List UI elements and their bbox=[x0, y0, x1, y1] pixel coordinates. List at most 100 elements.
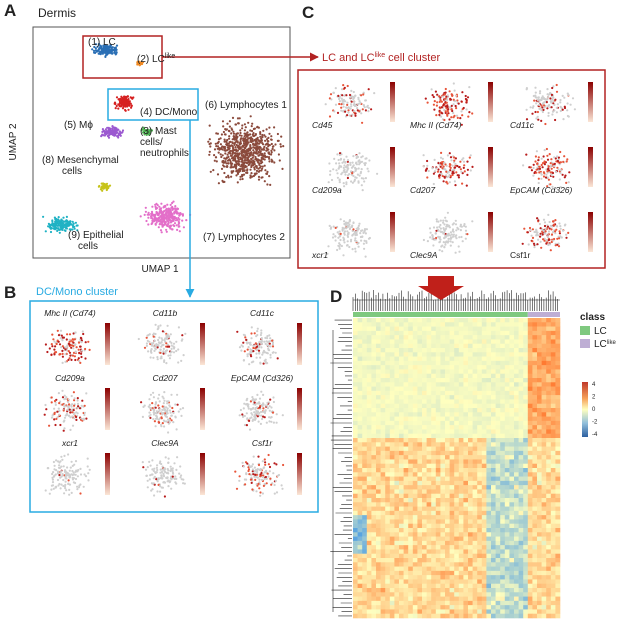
cell-dot bbox=[171, 467, 174, 470]
heatmap-cell bbox=[491, 330, 496, 336]
cell-dot bbox=[373, 92, 376, 95]
heatmap-cell bbox=[555, 378, 561, 383]
cell-dot bbox=[455, 107, 458, 110]
heatmap-cell bbox=[458, 352, 464, 357]
cell-dot bbox=[346, 240, 349, 243]
heatmap-cell bbox=[426, 348, 432, 353]
cell-dot bbox=[70, 460, 73, 463]
cell-dot bbox=[140, 401, 143, 404]
cell-dot bbox=[437, 220, 440, 223]
heatmap-cell bbox=[412, 348, 418, 353]
heatmap-cell bbox=[435, 373, 441, 379]
heatmap-cell bbox=[385, 399, 391, 405]
heatmap-cell bbox=[380, 343, 386, 349]
cell-dot bbox=[256, 141, 259, 144]
heatmap-cell bbox=[491, 352, 496, 357]
cell-dot bbox=[253, 161, 256, 164]
cell-dot bbox=[223, 138, 226, 141]
cell-dot bbox=[217, 138, 221, 141]
heatmap-cell bbox=[380, 369, 386, 375]
cell-dot bbox=[228, 141, 231, 144]
heatmap-cell bbox=[514, 343, 519, 349]
cell-dot bbox=[346, 114, 349, 117]
cell-dot bbox=[555, 83, 558, 87]
cell-dot bbox=[100, 182, 103, 185]
heatmap-cell bbox=[463, 339, 469, 345]
cell-dot bbox=[159, 348, 162, 351]
cell-dot bbox=[266, 344, 269, 347]
heatmap-cell bbox=[555, 356, 561, 362]
cell-dot bbox=[460, 110, 463, 113]
cell-dot bbox=[51, 219, 54, 222]
cell-dot bbox=[539, 227, 542, 230]
heatmap-cell bbox=[435, 339, 441, 345]
heatmap-cell bbox=[463, 356, 469, 362]
heatmap-cell bbox=[362, 382, 368, 387]
heatmap-cell bbox=[454, 356, 460, 362]
cell-dot bbox=[439, 156, 443, 159]
heatmap-cell bbox=[500, 369, 506, 375]
heatmap-cell bbox=[486, 326, 492, 332]
heatmap-cell bbox=[486, 322, 492, 327]
cell-dot bbox=[522, 164, 525, 167]
heatmap-cell bbox=[550, 360, 556, 366]
cell-dot bbox=[173, 212, 176, 215]
cell-dot bbox=[54, 220, 57, 223]
cell-dot bbox=[48, 347, 51, 350]
cell-dot bbox=[165, 208, 168, 211]
cell-dot bbox=[239, 178, 242, 181]
heatmap-cell bbox=[486, 348, 492, 353]
cell-dot bbox=[249, 144, 252, 147]
heatmap-cell bbox=[422, 378, 427, 383]
cell-dot bbox=[254, 473, 257, 476]
heatmap-cell bbox=[403, 330, 409, 336]
heatmap-cell bbox=[403, 365, 409, 370]
cell-dot bbox=[115, 129, 118, 132]
heatmap-cell bbox=[431, 408, 437, 413]
heatmap-cell bbox=[550, 408, 556, 413]
heatmap-cell bbox=[422, 360, 427, 366]
heatmap-cell bbox=[458, 408, 464, 413]
cell-dot bbox=[257, 420, 260, 423]
cell-dot bbox=[241, 148, 244, 151]
heatmap-cell bbox=[495, 352, 501, 357]
cell-dot bbox=[257, 175, 261, 178]
cell-dot bbox=[531, 228, 535, 231]
cell-dot bbox=[164, 213, 167, 216]
cell-dot bbox=[558, 230, 561, 233]
cell-dot bbox=[235, 163, 238, 166]
cell-dot bbox=[433, 158, 436, 161]
cell-dot bbox=[99, 188, 102, 191]
heatmap-cell bbox=[435, 378, 441, 383]
cell-dot bbox=[246, 138, 249, 141]
heatmap-cell bbox=[491, 335, 496, 340]
heatmap-cell bbox=[408, 365, 414, 370]
cell-dot bbox=[355, 233, 358, 236]
cell-dot bbox=[442, 219, 445, 222]
cell-dot bbox=[245, 135, 249, 138]
heatmap-cell bbox=[518, 348, 524, 353]
heatmap-cell bbox=[477, 382, 483, 387]
cell-dot bbox=[243, 146, 247, 149]
heatmap-cell bbox=[353, 352, 358, 357]
cell-dot bbox=[537, 118, 540, 121]
cell-dot bbox=[443, 176, 446, 179]
cell-dot bbox=[275, 421, 278, 424]
cell-dot bbox=[338, 181, 341, 184]
cell-dot bbox=[566, 102, 569, 105]
cell-dot bbox=[563, 105, 566, 108]
cell-dot bbox=[275, 491, 279, 494]
cell-dot bbox=[545, 238, 548, 242]
heatmap-cell bbox=[495, 322, 501, 327]
cell-dot bbox=[542, 175, 546, 178]
cell-dot bbox=[552, 96, 555, 99]
cell-dot bbox=[63, 427, 66, 430]
heatmap-cell bbox=[518, 399, 524, 405]
cell-dot bbox=[456, 99, 459, 102]
cell-dot bbox=[69, 354, 72, 357]
heatmap-cell bbox=[362, 343, 368, 349]
cell-dot bbox=[350, 166, 354, 169]
cell-dot bbox=[568, 171, 571, 174]
heatmap-cell bbox=[394, 356, 400, 362]
cell-dot bbox=[158, 400, 161, 403]
